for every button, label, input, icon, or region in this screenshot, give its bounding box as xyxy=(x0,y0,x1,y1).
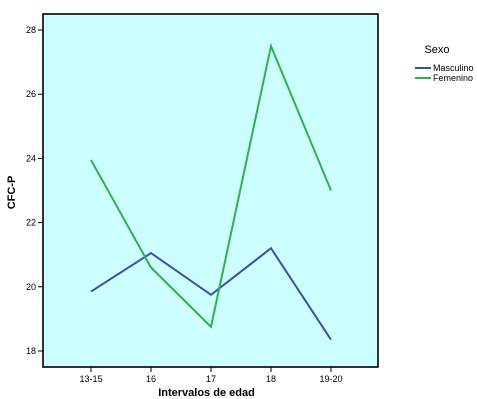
y-axis: 18 20 22 24 26 28 xyxy=(26,25,43,356)
series-layer xyxy=(90,42,332,341)
x-axis: 13-15 16 17 18 19-20 xyxy=(79,367,343,384)
y-axis-title: CFC-P xyxy=(6,176,18,210)
legend-label-femenino: Femenino xyxy=(433,73,473,83)
series-line-masculino xyxy=(90,246,332,341)
x-tick-label: 18 xyxy=(266,374,276,384)
y-tick-label: 24 xyxy=(26,153,36,163)
y-tick-label: 22 xyxy=(26,218,36,228)
y-tick-label: 28 xyxy=(26,25,36,35)
plot-frame xyxy=(42,13,379,368)
x-tick-label: 17 xyxy=(206,374,216,384)
y-tick-label: 20 xyxy=(26,282,36,292)
y-tick-label: 18 xyxy=(26,346,36,356)
x-tick-label: 16 xyxy=(146,374,156,384)
legend-label-masculino: Masculino xyxy=(433,63,474,73)
y-tick-label: 26 xyxy=(26,89,36,99)
series-line-femenino xyxy=(90,42,332,329)
x-tick-label: 13-15 xyxy=(79,374,102,384)
legend-title: Sexo xyxy=(424,44,449,56)
x-axis-title: Intervalos de edad xyxy=(158,387,255,399)
plot-area xyxy=(43,14,378,367)
x-tick-label: 19-20 xyxy=(319,374,342,384)
